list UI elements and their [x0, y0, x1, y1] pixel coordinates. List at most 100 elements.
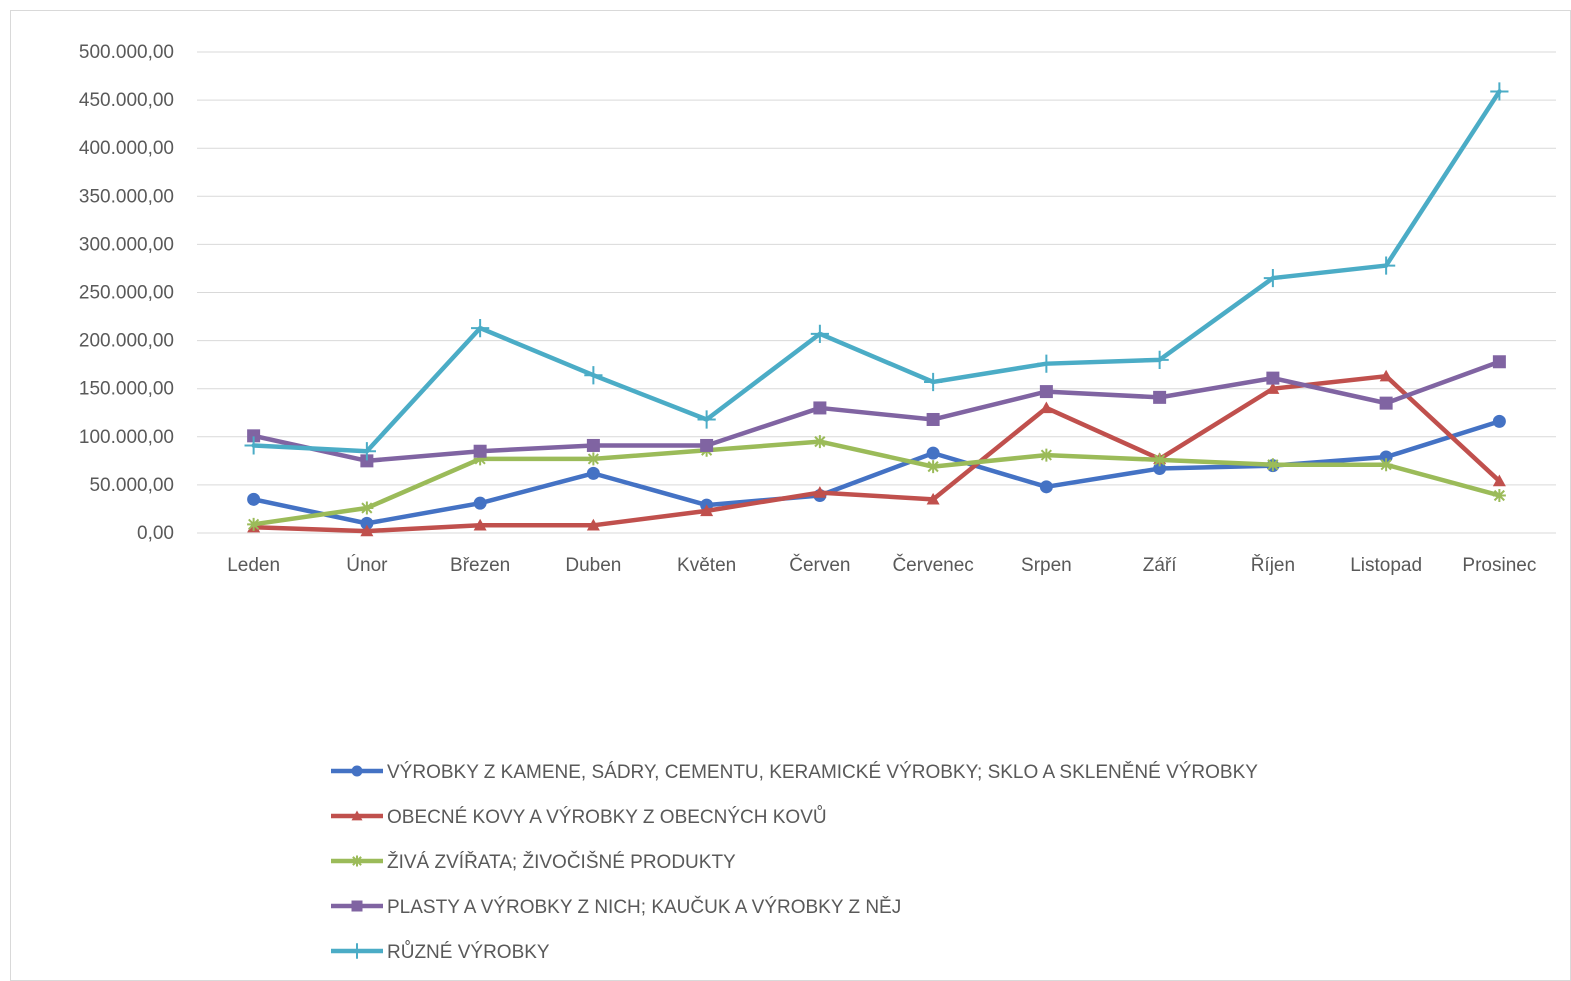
legend-swatch-marker — [351, 855, 363, 867]
data-point — [1150, 350, 1169, 369]
data-point — [1379, 396, 1393, 410]
legend-swatch-marker — [351, 810, 363, 821]
data-point — [247, 492, 261, 506]
legend-entry: PLASTY A VÝROBKY Z NICH; KAUČUK A VÝROBK… — [331, 896, 901, 918]
data-point — [1379, 458, 1393, 472]
legend-label: PLASTY A VÝROBKY Z NICH; KAUČUK A VÝROBK… — [387, 896, 901, 918]
y-tick-label: 300.000,00 — [79, 234, 174, 255]
legend-label: VÝROBKY Z KAMENE, SÁDRY, CEMENTU, KERAMI… — [387, 761, 1258, 783]
series-line — [251, 89, 1502, 454]
legend-entry: ŽIVÁ ZVÍŘATA; ŽIVOČIŠNÉ PRODUKTY — [331, 851, 736, 873]
data-point — [586, 466, 600, 480]
x-tick-label: Červen — [789, 554, 850, 576]
legend: VÝROBKY Z KAMENE, SÁDRY, CEMENTU, KERAMI… — [331, 761, 1258, 963]
x-tick-label: Prosinec — [1462, 555, 1536, 576]
data-point — [360, 524, 374, 537]
data-point — [1039, 480, 1053, 494]
data-point — [924, 372, 943, 392]
legend-entry: VÝROBKY Z KAMENE, SÁDRY, CEMENTU, KERAMI… — [331, 761, 1258, 783]
data-point — [1492, 474, 1506, 487]
y-tick-label: 50.000,00 — [89, 475, 174, 496]
x-tick-label: Únor — [346, 554, 388, 576]
data-point — [926, 460, 940, 474]
data-point — [926, 492, 940, 505]
data-point — [1377, 256, 1396, 275]
series-1 — [247, 414, 1506, 530]
series-line — [251, 359, 1502, 464]
data-point — [1266, 458, 1280, 472]
data-point — [473, 518, 487, 531]
data-point — [1492, 355, 1506, 369]
y-tick-label: 100.000,00 — [79, 427, 174, 448]
series-line — [251, 439, 1502, 527]
legend-swatch-marker — [349, 943, 365, 959]
data-point — [813, 435, 827, 449]
series-2 — [247, 369, 1506, 537]
data-point — [471, 318, 490, 338]
legend-swatch-marker — [351, 765, 363, 777]
data-point — [1266, 371, 1280, 385]
data-point — [244, 436, 263, 455]
data-point — [1492, 414, 1506, 428]
data-point — [360, 454, 374, 468]
x-tick-label: Duben — [565, 555, 621, 576]
data-point — [586, 518, 600, 531]
series-3 — [247, 435, 1506, 531]
x-tick-label: Květen — [677, 555, 736, 576]
data-point — [700, 504, 714, 517]
data-point — [584, 366, 603, 385]
data-point — [1379, 369, 1393, 382]
x-tick-label: Září — [1143, 555, 1178, 576]
data-point — [473, 452, 487, 466]
data-point — [1263, 268, 1282, 288]
legend-label: ŽIVÁ ZVÍŘATA; ŽIVOČIŠNÉ PRODUKTY — [387, 851, 736, 873]
y-axis-tick-labels: 0,00 50.000,00 100.000,00 150.000,00 200.000… — [79, 42, 174, 544]
data-point — [1037, 354, 1056, 373]
legend-label: RŮZNÉ VÝROBKY — [387, 941, 550, 963]
data-point — [700, 438, 714, 452]
data-point — [473, 496, 487, 510]
data-point — [360, 501, 374, 515]
y-tick-label: 350.000,00 — [79, 186, 174, 207]
data-point — [247, 517, 261, 531]
data-point — [1153, 390, 1167, 404]
series-lines — [244, 82, 1509, 537]
data-point — [1039, 385, 1053, 399]
x-tick-label: Leden — [227, 555, 280, 576]
legend-entry: RŮZNÉ VÝROBKY — [331, 941, 550, 963]
y-tick-label: 500.000,00 — [79, 42, 174, 63]
x-tick-label: Říjen — [1251, 554, 1295, 576]
data-point — [813, 401, 827, 415]
y-tick-label: 200.000,00 — [79, 331, 174, 352]
data-point — [247, 429, 261, 443]
y-tick-label: 150.000,00 — [79, 379, 174, 400]
legend-swatch-marker — [351, 900, 363, 912]
data-point — [473, 444, 487, 458]
data-point — [926, 412, 940, 426]
x-tick-label: Červenec — [892, 554, 973, 576]
x-tick-label: Březen — [450, 555, 510, 576]
data-point — [586, 438, 600, 452]
data-point — [697, 410, 716, 429]
data-point — [810, 324, 829, 343]
legend-label: OBECNÉ KOVY A VÝROBKY Z OBECNÝCH KOVŮ — [387, 806, 827, 828]
data-point — [813, 486, 827, 498]
y-tick-label: 0,00 — [137, 523, 174, 544]
data-point — [586, 452, 600, 466]
series-4 — [247, 355, 1506, 468]
data-point — [1153, 453, 1167, 467]
data-point — [1039, 448, 1053, 462]
x-tick-label: Listopad — [1350, 555, 1422, 576]
y-tick-label: 450.000,00 — [79, 90, 174, 111]
y-tick-label: 400.000,00 — [79, 138, 174, 159]
data-point — [1492, 488, 1506, 502]
data-point — [1153, 462, 1167, 476]
legend-entry: OBECNÉ KOVY A VÝROBKY Z OBECNÝCH KOVŮ — [331, 806, 827, 828]
series-line — [251, 373, 1502, 534]
x-axis-tick-labels: Leden Únor Březen Duben Květen Červen Červenec… — [227, 554, 1536, 576]
data-point — [1490, 82, 1509, 101]
data-point — [360, 516, 374, 530]
data-point — [357, 442, 376, 461]
series-5 — [244, 82, 1509, 461]
